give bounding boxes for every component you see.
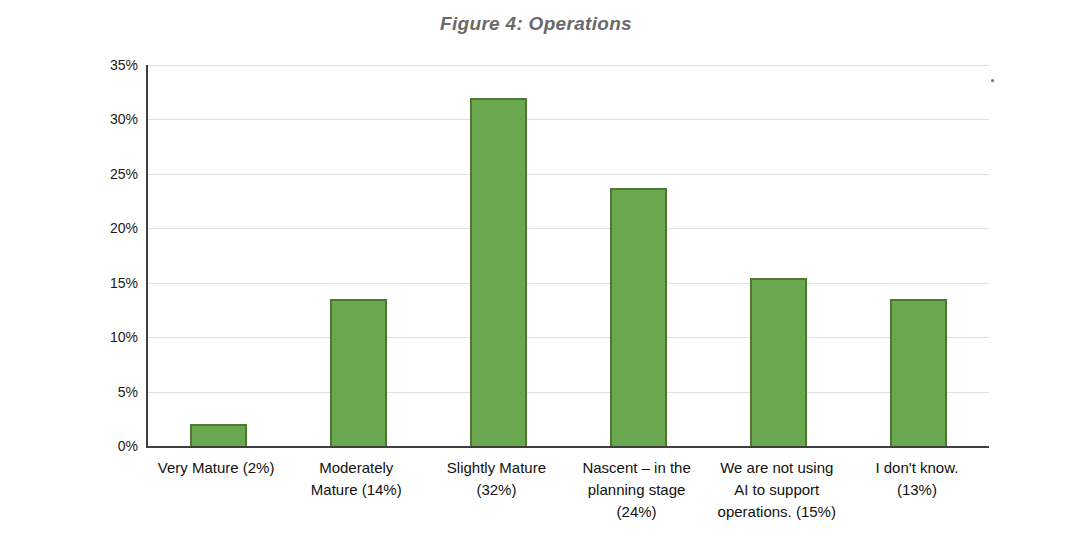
gridline-20% <box>148 228 989 229</box>
gridline-30% <box>148 119 989 120</box>
bar-category-6 <box>890 299 947 446</box>
y-tick-label-25%: 25% <box>0 165 138 183</box>
bar-chart-figure: Figure 4: Operations 0% 5% 10% 15% 20% 25% 30%… <box>0 0 1080 535</box>
plot-area <box>146 65 989 448</box>
gridline-5% <box>148 392 989 393</box>
x-category-label-5: We are not using AI to support operation… <box>699 457 855 523</box>
y-tick-label-0%: 0% <box>0 437 138 455</box>
gridline-10% <box>148 337 989 338</box>
bar-category-2 <box>330 299 387 446</box>
y-tick-label-5%: 5% <box>0 383 138 401</box>
bar-category-3 <box>470 98 527 446</box>
y-tick-label-10%: 10% <box>0 328 138 346</box>
gridline-25% <box>148 174 989 175</box>
chart-title: Figure 4: Operations <box>0 13 1072 35</box>
y-tick-label-35%: 35% <box>0 56 138 74</box>
y-tick-label-15%: 15% <box>0 274 138 292</box>
gridline-15% <box>148 283 989 284</box>
x-category-label-2: Moderately Mature (14%) <box>278 457 434 501</box>
y-tick-label-20%: 20% <box>0 219 138 237</box>
bar-category-5 <box>750 278 807 446</box>
stray-dot-artifact <box>991 79 994 82</box>
y-tick-label-30%: 30% <box>0 110 138 128</box>
x-category-label-4: Nascent – in the planning stage (24%) <box>559 457 715 523</box>
bar-category-1 <box>190 424 247 446</box>
bar-category-4 <box>610 188 667 446</box>
x-category-label-1: Very Mature (2%) <box>138 457 294 479</box>
gridline-35% <box>148 65 989 66</box>
x-category-label-6: I don't know. (13%) <box>839 457 995 501</box>
x-category-label-3: Slightly Mature (32%) <box>418 457 574 501</box>
